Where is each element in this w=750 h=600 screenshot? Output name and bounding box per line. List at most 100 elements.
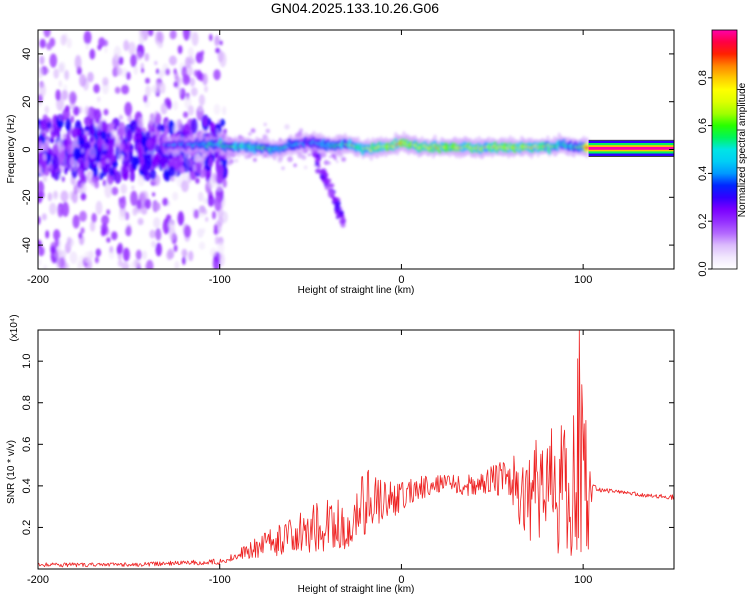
- spectrogram-cell: [135, 126, 142, 134]
- spectrogram-cell: [55, 89, 61, 101]
- x-tick-label: -100: [209, 574, 231, 586]
- spectrogram-cell: [148, 114, 155, 126]
- colorbar-label: Normalized spectral amplitude: [737, 82, 748, 217]
- spectrogram-cell: [213, 227, 218, 235]
- x-tick-label: -200: [27, 274, 49, 286]
- spectrogram-cell: [215, 47, 221, 54]
- spectrogram-cell: [137, 218, 144, 226]
- spectrogram-cell: [153, 217, 161, 229]
- spectrogram-cell: [193, 153, 201, 164]
- spectrogram-cell: [214, 195, 222, 212]
- spectrogram-cell: [324, 183, 328, 187]
- spectrogram-cell: [49, 202, 57, 215]
- spectrogram-cell: [182, 30, 191, 41]
- spectrogram-cell: [99, 172, 104, 181]
- colorbar: 0.0 0.2 0.4 0.6 0.8 Normalized spectral ampl…: [697, 29, 748, 277]
- spectrogram-cell: [74, 55, 82, 70]
- spectrogram-cell: [48, 163, 54, 170]
- spectrogram-cell: [51, 155, 59, 170]
- spectrogram-cell: [100, 131, 107, 140]
- spectrogram-cell: [148, 30, 154, 37]
- spectrogram-cell: [38, 216, 41, 225]
- spectrogram-cell: [214, 35, 220, 47]
- spectrogram-cell: [307, 153, 311, 157]
- spectrogram-cell: [95, 248, 102, 257]
- spectrogram-cell: [53, 190, 58, 199]
- spectrogram-cell: [136, 199, 142, 210]
- spectrogram-cell: [162, 197, 169, 206]
- spectrogram-cell: [196, 69, 202, 81]
- spectrogram-cell: [252, 157, 257, 162]
- spectrogram-cell: [43, 264, 47, 269]
- spectrogram-cell: [40, 142, 46, 153]
- spectrogram-cell: [182, 74, 191, 86]
- spectrogram-cell: [72, 214, 80, 229]
- spectrogram-cell: [118, 56, 124, 65]
- snr-frame: [37, 329, 675, 570]
- spectrogram-cell: [80, 227, 85, 234]
- spectrogram-y-label: Frequency (Hz): [6, 115, 17, 184]
- spectrogram-cell: [124, 211, 130, 221]
- spectrogram-cell: [214, 152, 219, 159]
- spectrogram-cell: [142, 250, 148, 260]
- spectrogram-cell: [46, 121, 52, 130]
- spectrogram-cell: [195, 161, 202, 174]
- spectrogram-cell: [79, 73, 87, 87]
- spectrogram-cell: [219, 51, 227, 68]
- spectrogram-cell: [69, 91, 77, 105]
- spectrogram-cell: [174, 260, 180, 269]
- spectrogram-cell: [91, 212, 97, 223]
- spectrogram-cell: [184, 56, 191, 69]
- spectrogram-cell: [187, 46, 194, 60]
- spectrogram-cell: [197, 228, 204, 238]
- spectrogram-cell: [115, 66, 123, 76]
- spectrogram-cell: [298, 128, 304, 133]
- spectrogram-cell: [149, 169, 157, 180]
- spectrogram-cell: [137, 117, 145, 129]
- spectrogram-cell: [187, 175, 192, 184]
- spectrogram-cell: [78, 168, 83, 177]
- spectrogram-cell: [168, 55, 177, 66]
- spectrogram-cell: [190, 87, 198, 97]
- spectrogram-cell: [62, 133, 66, 141]
- spectrogram-cell: [54, 238, 60, 248]
- spectrogram-cell: [89, 173, 93, 179]
- spectrogram-cell: [89, 48, 96, 60]
- spectrogram-cell: [152, 201, 160, 213]
- spectrogram-cell: [117, 143, 123, 154]
- spectrogram-cell: [60, 190, 69, 203]
- spectrogram-cell: [65, 118, 72, 131]
- y-tick-label: 20: [21, 96, 33, 108]
- spectrogram-cell: [61, 89, 68, 101]
- spectrogram-cell: [195, 177, 200, 184]
- spectrogram-cell: [166, 250, 173, 261]
- spectrogram-cell: [143, 145, 149, 154]
- spectrogram-cell: [63, 84, 68, 91]
- spectrogram-cell: [161, 124, 165, 133]
- spectrogram-cell: [199, 57, 203, 62]
- spectrogram-cell: [314, 162, 320, 167]
- spectrogram-cell: [203, 197, 208, 205]
- spectrogram-cell: [248, 132, 252, 136]
- spectrogram-cell: [165, 68, 171, 76]
- spectrogram-cell: [104, 181, 113, 199]
- spectrogram-cell: [182, 256, 186, 265]
- spectrogram-cell: [118, 211, 127, 221]
- spectrogram-cell: [327, 161, 331, 165]
- spectrogram-cell: [219, 40, 223, 46]
- spectrogram-cell: [42, 132, 46, 138]
- spectrogram-cell: [104, 46, 108, 54]
- spectrogram-cell: [226, 155, 230, 159]
- spectrogram-cell: [207, 178, 216, 189]
- spectrogram-cell: [42, 175, 48, 183]
- spectrogram-cell: [111, 231, 118, 241]
- spectrogram-cell: [190, 118, 198, 134]
- spectrogram-cell: [198, 94, 205, 106]
- spectrogram-cell: [210, 247, 217, 257]
- spectrogram-cell: [334, 203, 340, 209]
- spectrogram-cell: [212, 210, 216, 220]
- x-tick-label: 0: [398, 274, 404, 286]
- spectrogram-cell: [222, 178, 227, 188]
- spectrogram-cell: [106, 237, 111, 243]
- spectrogram-cell: [128, 41, 136, 56]
